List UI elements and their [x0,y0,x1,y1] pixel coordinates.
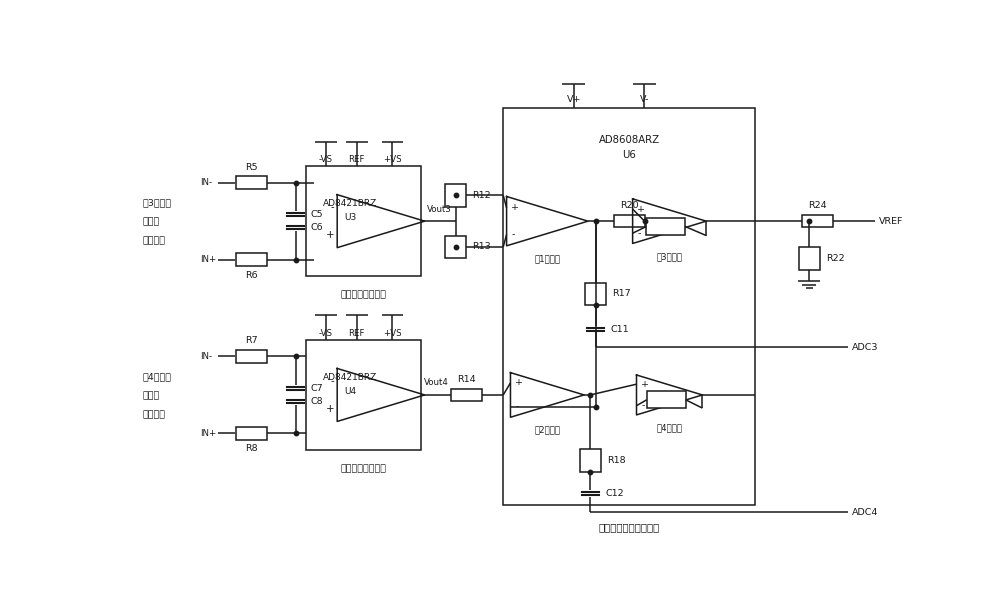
Text: IN+: IN+ [200,255,216,264]
Bar [802,215,833,228]
Text: R13: R13 [473,243,491,251]
Text: 低功耗仪表放大器: 低功耗仪表放大器 [341,290,387,300]
Text: C7: C7 [310,384,323,393]
Text: -: - [641,401,645,410]
Text: 传感器: 传感器 [142,392,159,400]
Text: -: - [330,202,334,212]
Bar [585,282,606,305]
Bar [236,427,267,440]
Text: R17: R17 [612,290,631,298]
Text: IN-: IN- [200,352,212,361]
Text: 第1路运放: 第1路运放 [534,254,560,264]
Text: AD8608ARZ: AD8608ARZ [599,135,660,145]
Text: 传感器: 传感器 [142,218,159,226]
Text: Vout4: Vout4 [424,378,449,387]
Bar [646,218,685,235]
Text: R12: R12 [473,191,491,200]
Text: VREF: VREF [879,217,903,226]
Text: -VS: -VS [319,329,333,338]
Text: AD8421BRZ: AD8421BRZ [323,199,377,208]
Text: -: - [515,403,518,412]
Text: REF: REF [349,329,365,338]
Text: +: + [515,378,523,387]
Text: 第2路运放: 第2路运放 [534,426,560,435]
Bar [445,184,466,207]
Text: 第3路外部: 第3路外部 [142,199,171,208]
Text: +: + [325,231,334,240]
Text: 差分输入: 差分输入 [142,410,165,419]
Text: C6: C6 [310,223,323,232]
Text: IN+: IN+ [200,429,216,438]
Bar [580,450,601,472]
Bar [614,215,645,228]
Text: C11: C11 [610,325,629,334]
Text: R22: R22 [826,254,845,264]
Text: IN-: IN- [200,178,212,187]
Text: +: + [641,379,649,389]
Text: R5: R5 [245,163,258,171]
Text: R18: R18 [607,456,626,465]
Bar [799,248,820,270]
Text: R24: R24 [808,201,826,210]
Bar [236,253,267,266]
Text: 第4路外部: 第4路外部 [142,373,171,382]
Bar [647,391,686,408]
Text: 低功耗仪表放大器: 低功耗仪表放大器 [341,464,387,473]
Text: -VS: -VS [319,155,333,164]
Bar [450,389,482,401]
Bar [236,176,267,189]
Bar [306,166,421,276]
Text: Vout3: Vout3 [426,204,451,214]
Text: +: + [637,204,645,214]
Text: C8: C8 [310,397,323,406]
Text: REF: REF [349,155,365,164]
Text: -: - [637,229,641,238]
Text: V-: V- [640,95,649,104]
Text: 差分输入: 差分输入 [142,237,165,245]
Bar [306,340,421,450]
Text: V+: V+ [566,95,581,104]
Text: R14: R14 [457,375,475,384]
Text: C5: C5 [310,210,323,219]
Text: R6: R6 [245,271,258,280]
Text: R7: R7 [245,336,258,345]
Text: +VS: +VS [383,329,402,338]
Text: U6: U6 [622,151,636,160]
Text: U4: U4 [344,387,356,396]
Text: 四路轨到轨运算放大器: 四路轨到轨运算放大器 [599,522,660,532]
Text: AD8421BRZ: AD8421BRZ [323,373,377,382]
Text: U3: U3 [344,213,356,222]
Text: ADC3: ADC3 [852,343,878,351]
Bar [503,109,755,505]
Bar [236,350,267,363]
Text: ADC4: ADC4 [852,508,878,517]
Text: -: - [511,230,515,239]
Text: 第3路运放: 第3路运放 [656,252,682,261]
Text: R20: R20 [620,201,638,210]
Bar [445,235,466,258]
Text: +VS: +VS [383,155,402,164]
Text: R8: R8 [245,445,258,453]
Text: 第4路运放: 第4路运放 [656,423,682,432]
Text: +: + [325,404,334,414]
Text: C12: C12 [605,489,624,498]
Text: +: + [511,203,519,212]
Text: -: - [330,376,334,386]
